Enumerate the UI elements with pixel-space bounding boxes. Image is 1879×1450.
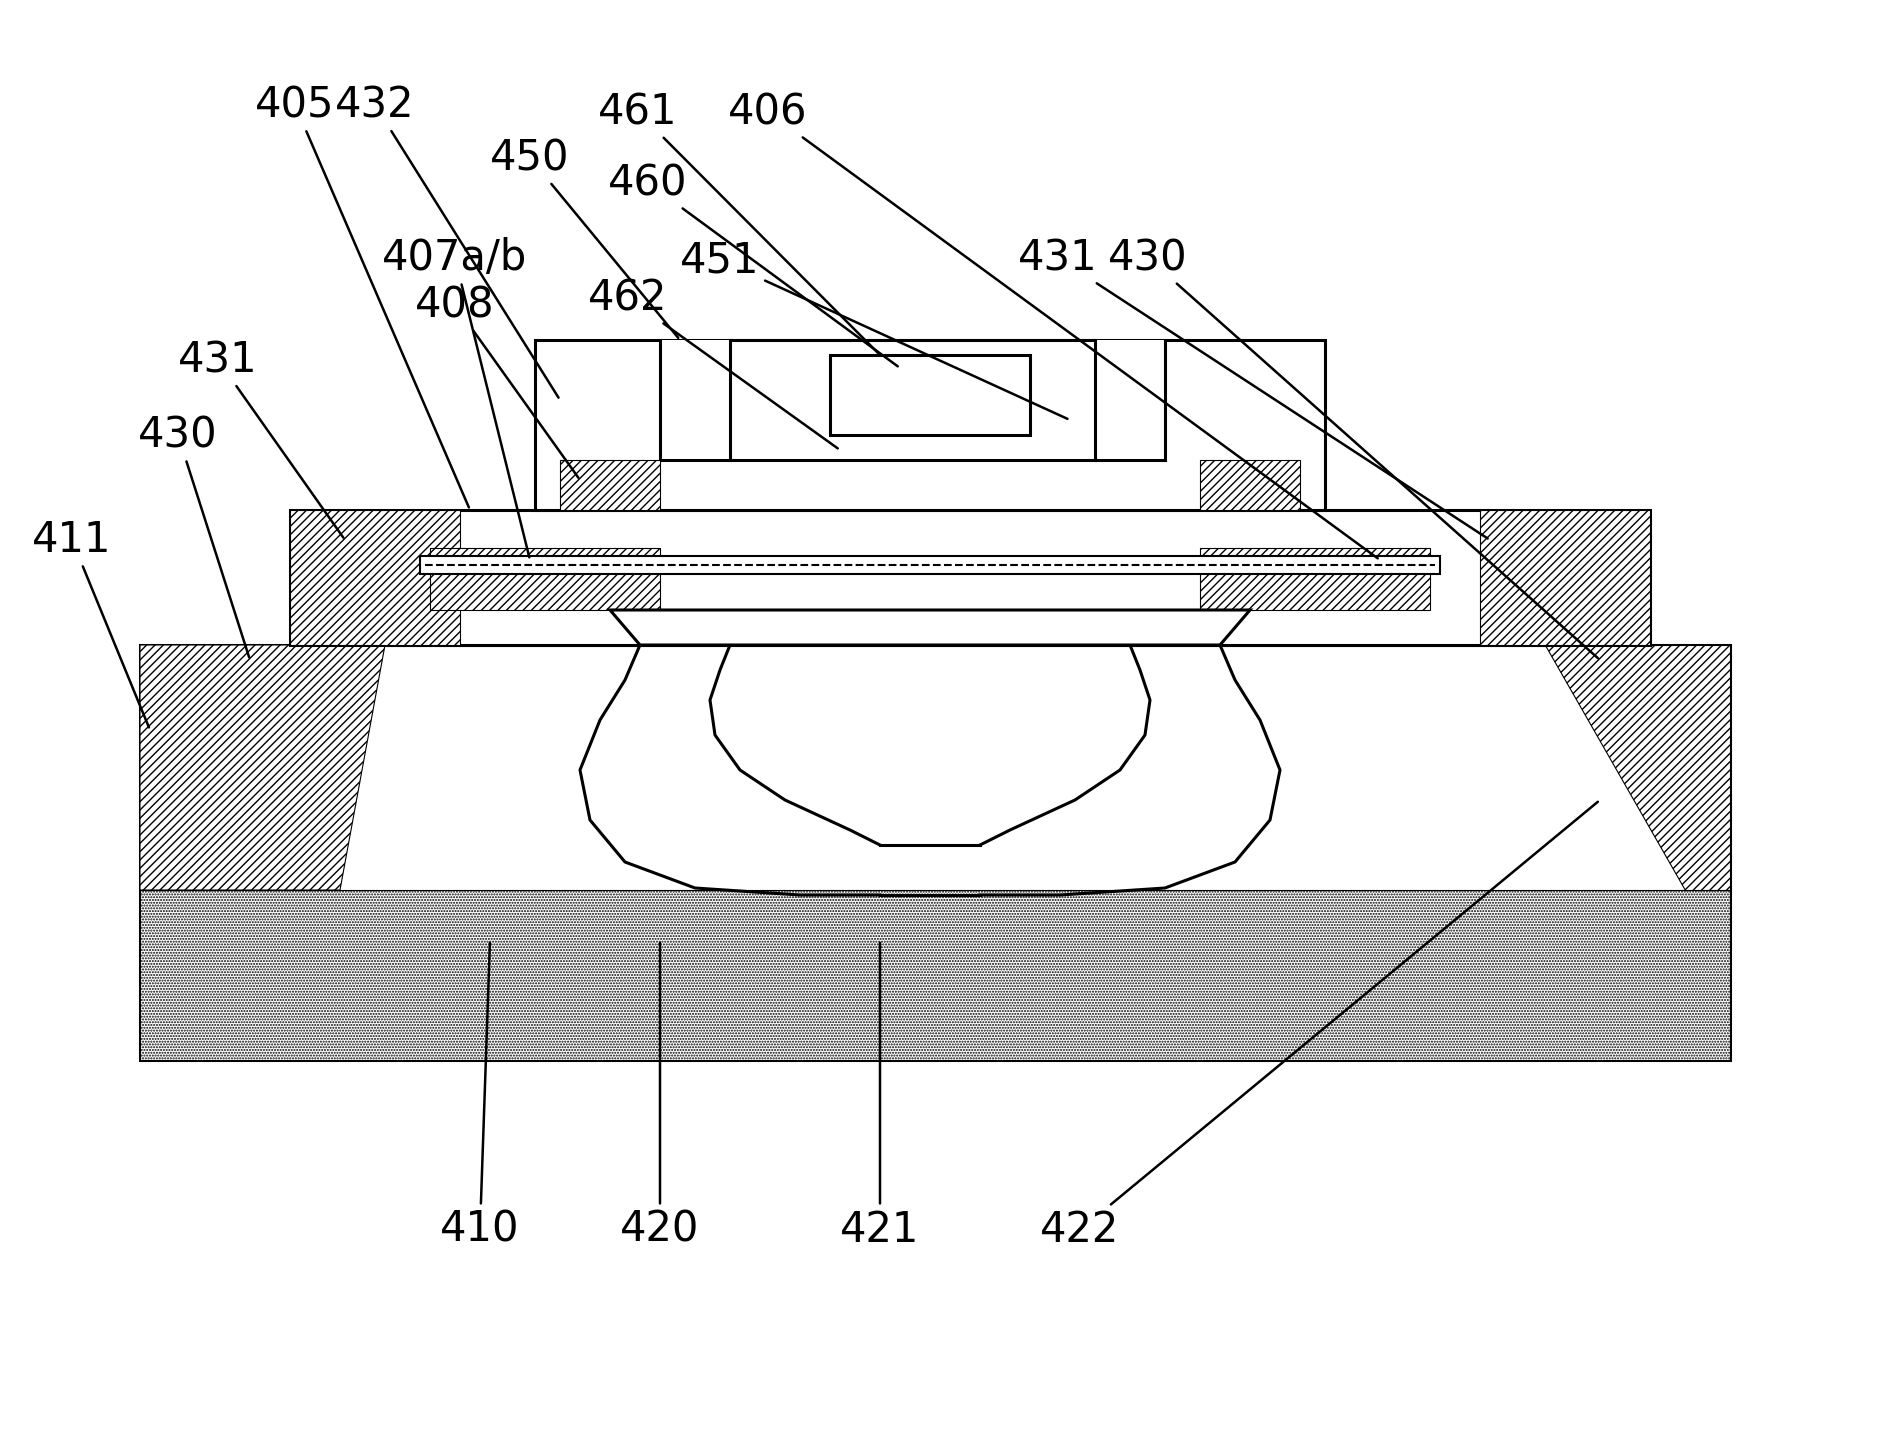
Bar	[1481, 510, 1650, 645]
Bar	[1201, 460, 1300, 510]
Bar	[1201, 548, 1430, 610]
Text: 422: 422	[1041, 802, 1597, 1251]
Text: 451: 451	[680, 239, 1067, 419]
Bar	[141, 890, 1731, 1060]
Text: 430: 430	[1109, 236, 1597, 658]
Bar	[421, 555, 1439, 574]
Text: 461: 461	[598, 91, 877, 352]
Polygon shape	[1545, 645, 1731, 890]
Bar	[430, 548, 660, 610]
Text: 431: 431	[179, 339, 344, 538]
Bar	[660, 339, 1165, 460]
Bar	[560, 460, 660, 510]
Text: 410: 410	[440, 942, 520, 1251]
Bar	[831, 355, 1030, 435]
Bar	[141, 645, 1731, 1060]
Polygon shape	[611, 610, 1250, 645]
Text: 450: 450	[490, 136, 678, 338]
Text: 431: 431	[1018, 236, 1488, 538]
Text: 432: 432	[334, 84, 558, 397]
Text: 411: 411	[32, 519, 148, 728]
Polygon shape	[141, 645, 385, 890]
Bar	[289, 510, 460, 645]
Text: 462: 462	[588, 277, 838, 448]
Text: 407a/b: 407a/b	[381, 236, 530, 557]
Bar	[731, 339, 1095, 460]
Text: 406: 406	[729, 91, 1377, 558]
Text: 420: 420	[620, 942, 699, 1251]
Text: 405: 405	[256, 84, 470, 508]
Text: 430: 430	[139, 415, 250, 657]
Bar	[536, 339, 1325, 510]
Text: 408: 408	[415, 284, 579, 477]
Text: 460: 460	[609, 162, 898, 367]
Bar	[289, 510, 1650, 645]
Text: 421: 421	[840, 942, 919, 1251]
